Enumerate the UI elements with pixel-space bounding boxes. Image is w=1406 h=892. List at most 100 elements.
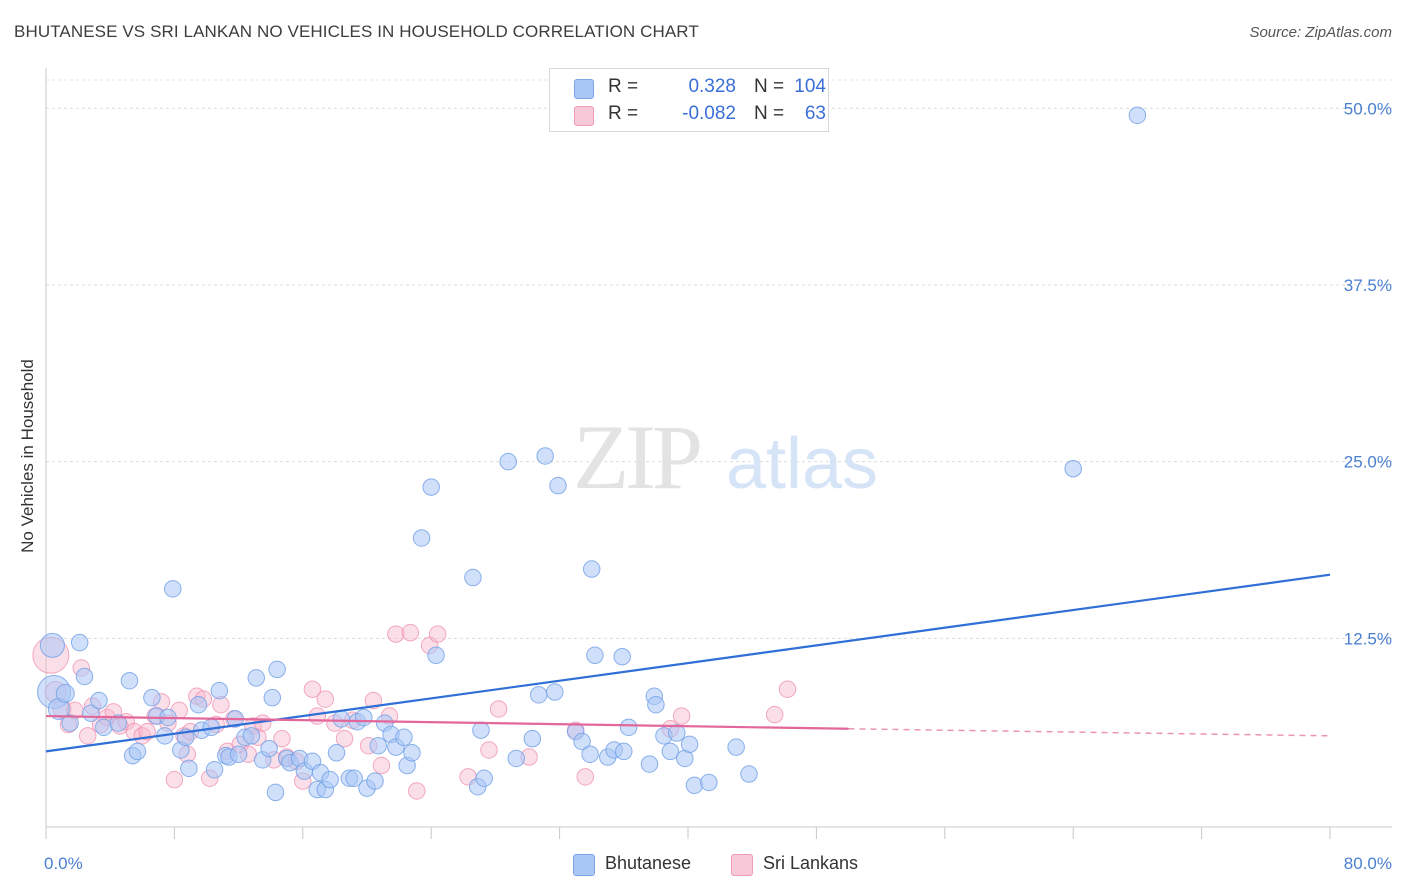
- bhutanese-point: [529, 686, 548, 704]
- legend-r-value: 0.328: [688, 76, 736, 97]
- bhutanese-point: [260, 739, 278, 758]
- bhutanese-point: [55, 683, 75, 703]
- legend-swatch-pink: [731, 854, 753, 876]
- sri-lankans-point: [401, 623, 420, 642]
- legend-r-value: -0.082: [682, 103, 736, 124]
- bhutanese-point: [549, 476, 567, 495]
- bhutanese-point: [700, 773, 718, 792]
- stats-legend: R = 0.328 N = 104 R = -0.082 N = 63: [549, 68, 829, 132]
- sri-lankans-point: [165, 770, 184, 789]
- bhutanese-point: [581, 745, 599, 763]
- bhutanese-point: [345, 769, 363, 787]
- y-tick-label: 37.5%: [1344, 276, 1392, 295]
- bhutanese-point: [395, 728, 413, 747]
- bhutanese-point: [727, 738, 745, 756]
- bhutanese-point: [1128, 106, 1147, 125]
- bhutanese-point: [661, 742, 680, 761]
- x-tick-label: 80.0%: [1344, 854, 1392, 873]
- series-legend: Bhutanese Sri Lankans: [0, 852, 1406, 878]
- bhutanese-point: [507, 749, 526, 768]
- legend-r-label: R =: [608, 76, 639, 97]
- bhutanese-point: [647, 696, 665, 714]
- bhutanese-point: [61, 714, 79, 732]
- bhutanese-point: [247, 669, 266, 687]
- bhutanese-point: [109, 714, 127, 732]
- y-tick-label: 25.0%: [1344, 453, 1392, 472]
- sri-lankans-point: [672, 707, 691, 725]
- bhutanese-point: [1064, 459, 1082, 478]
- sri-lankans-point: [364, 691, 383, 710]
- watermark-atlas: atlas: [726, 424, 878, 504]
- sri-lankans-point: [303, 680, 322, 698]
- bhutanese-point: [205, 761, 224, 779]
- bhutanese-point: [70, 633, 89, 652]
- legend-r-label: R =: [608, 103, 639, 124]
- bhutanese-point: [321, 770, 339, 789]
- legend-n-value: 104: [794, 76, 826, 97]
- axes: [45, 68, 1392, 839]
- bhutanese-point: [263, 688, 282, 707]
- bhutanese-point: [266, 783, 285, 802]
- bhutanese-point: [582, 560, 601, 578]
- sri-lankans-point: [308, 707, 326, 725]
- bhutanese-point: [95, 718, 113, 737]
- bhutanese-point: [668, 724, 686, 742]
- sri-lankans-point: [408, 782, 426, 800]
- bhutanese-point: [189, 696, 208, 714]
- watermark-zip: ZIP: [573, 406, 700, 508]
- bhutanese-point: [680, 735, 699, 754]
- bhutanese-point: [39, 632, 65, 658]
- bhutanese-point: [75, 667, 94, 686]
- sri-lankans-point: [78, 727, 97, 745]
- y-tick-label: 50.0%: [1344, 99, 1392, 118]
- bhutanese-point: [499, 452, 517, 471]
- bhutanese-point: [472, 721, 490, 739]
- sri-lankans-point: [489, 700, 508, 718]
- bhutanese-point: [210, 681, 229, 700]
- sri-lankans-point: [372, 756, 391, 775]
- sri-lankans-point: [335, 729, 354, 748]
- legend-swatch-blue: [573, 854, 595, 876]
- trend-lines: [45, 573, 1331, 753]
- bhutanese-point: [619, 718, 638, 737]
- bhutanese-point: [128, 742, 147, 761]
- x-tick-label: 0.0%: [44, 854, 83, 873]
- sri-lankans-point: [778, 680, 797, 698]
- bhutanese-point: [242, 727, 261, 745]
- watermark: ZIP atlas: [573, 406, 878, 508]
- bhutanese-point: [613, 647, 631, 666]
- sri-lankans-point: [765, 705, 784, 724]
- bhutanese-point: [403, 744, 421, 762]
- sri-lankans-point: [428, 625, 447, 643]
- bhutanese-point: [369, 736, 387, 755]
- bhutanese-point: [332, 710, 351, 728]
- bhutanese-point: [355, 708, 373, 727]
- bhutanese-point: [573, 732, 591, 751]
- bhutanese-point: [327, 744, 346, 762]
- legend-swatch-pink: [574, 106, 594, 126]
- bhutanese-point: [427, 646, 445, 665]
- bhutanese-point: [412, 529, 431, 547]
- sri-lankans-point: [138, 722, 156, 741]
- bhutanese-point: [229, 745, 248, 763]
- legend-swatch-blue: [574, 79, 594, 99]
- bhutanese-point: [120, 671, 139, 690]
- legend-label-bhutanese: Bhutanese: [605, 853, 692, 873]
- bhutanese-point: [685, 776, 704, 795]
- bhutanese-trend-line: [45, 573, 1331, 753]
- bhutanese-point: [615, 742, 633, 761]
- legend-n-value: 63: [804, 103, 826, 124]
- bhutanese-point: [740, 765, 758, 783]
- legend-n-label: N =: [754, 76, 785, 97]
- legend-n-label: N =: [754, 103, 785, 124]
- bhutanese-point: [366, 772, 384, 790]
- bhutanese-point: [586, 646, 604, 665]
- bhutanese-point: [475, 769, 493, 787]
- tick-labels: 12.5% 25.0% 37.5% 50.0% 0.0% 80.0%: [44, 99, 1392, 873]
- bhutanese-point: [464, 568, 482, 587]
- bhutanese-point: [90, 691, 108, 710]
- bhutanese-point: [164, 580, 182, 598]
- bhutanese-point: [143, 688, 161, 707]
- y-tick-label: 12.5%: [1344, 629, 1392, 648]
